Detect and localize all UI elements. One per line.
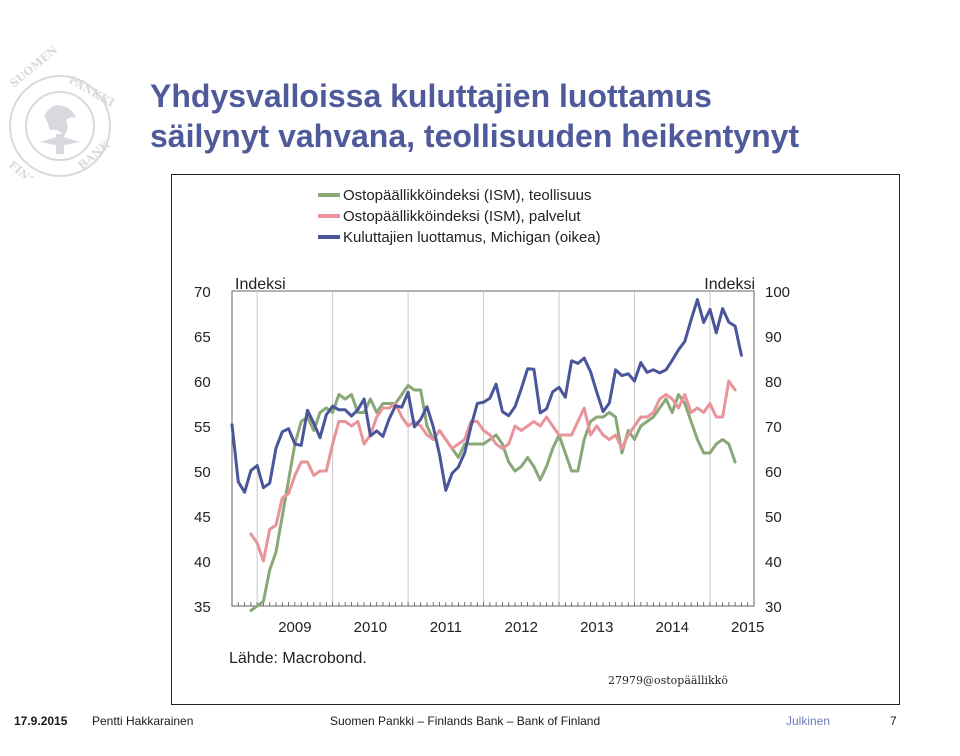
x-axis-tick-label: 2012: [505, 619, 538, 636]
right-axis-tick-label: 60: [765, 464, 782, 481]
chart-code: 27979@ostopäällikkö: [608, 674, 728, 687]
footer-page-number: 7: [890, 714, 897, 728]
slide-footer: 17.9.2015 Pentti Hakkarainen Suomen Pank…: [0, 711, 960, 731]
chart-frame: 35 40 45 50 55 60 65 70 30 40 50 60 70 80 90 100 Indeksi…: [171, 174, 900, 705]
right-axis-tick-label: 70: [765, 419, 782, 436]
right-axis-tick-label: 80: [765, 374, 782, 391]
plot-area: [231, 290, 755, 607]
x-axis-tick-label: 2010: [354, 619, 387, 636]
x-axis-tick-label: 2014: [656, 619, 689, 636]
slide-title-line-1: Yhdysvalloissa kuluttajien luottamus: [150, 78, 712, 114]
right-axis-tick-label: 90: [765, 329, 782, 346]
svg-text:PANKKI: PANKKI: [67, 73, 117, 109]
left-axis-tick-label: 35: [194, 599, 211, 616]
left-axis-tick-label: 70: [194, 284, 211, 301]
footer-classification: Julkinen: [786, 714, 831, 728]
right-axis-title: Indeksi: [704, 276, 755, 293]
legend-entry-2: Ostopäällikköindeksi (ISM), palvelut: [343, 208, 581, 225]
series-line-2: [249, 379, 737, 563]
left-axis-tick-label: 60: [194, 374, 211, 391]
footer-organization: Suomen Pankki – Finlands Bank – Bank of …: [330, 714, 601, 728]
slide-title: Yhdysvalloissa kuluttajien luottamus säi…: [150, 76, 799, 156]
chart-source: Lähde: Macrobond.: [229, 650, 367, 667]
legend-entry-3: Kuluttajien luottamus, Michigan (oikea): [343, 229, 601, 246]
footer-date: 17.9.2015: [14, 714, 68, 728]
x-axis-tick-label: 2015: [731, 619, 764, 636]
right-axis-tick-label: 40: [765, 554, 782, 571]
series-line-3: [230, 298, 743, 494]
right-axis-tick-label: 100: [765, 284, 790, 301]
slide-title-line-2: säilynyt vahvana, teollisuuden heikentyn…: [150, 118, 800, 154]
bank-seal-logo: SUOMEN PANKKI FINLANDS BANK: [6, 43, 117, 178]
footer-author: Pentti Hakkarainen: [92, 714, 194, 728]
left-axis-tick-label: 65: [194, 329, 211, 346]
left-axis-tick-label: 45: [194, 509, 211, 526]
left-axis-tick-label: 50: [194, 464, 211, 481]
left-axis-title: Indeksi: [235, 276, 286, 293]
right-axis-tick-label: 30: [765, 599, 782, 616]
x-axis-tick-label: 2013: [580, 619, 613, 636]
right-axis-tick-label: 50: [765, 509, 782, 526]
left-axis-tick-label: 40: [194, 554, 211, 571]
x-axis-tick-label: 2009: [278, 619, 311, 636]
left-axis-tick-label: 55: [194, 419, 211, 436]
legend-entry-1: Ostopäällikköindeksi (ISM), teollisuus: [343, 187, 591, 204]
line-chart: 35 40 45 50 55 60 65 70 30 40 50 60 70 80 90 100 Indeksi…: [194, 187, 790, 687]
svg-text:BANK: BANK: [76, 138, 113, 172]
x-axis-tick-label: 2011: [430, 619, 462, 636]
